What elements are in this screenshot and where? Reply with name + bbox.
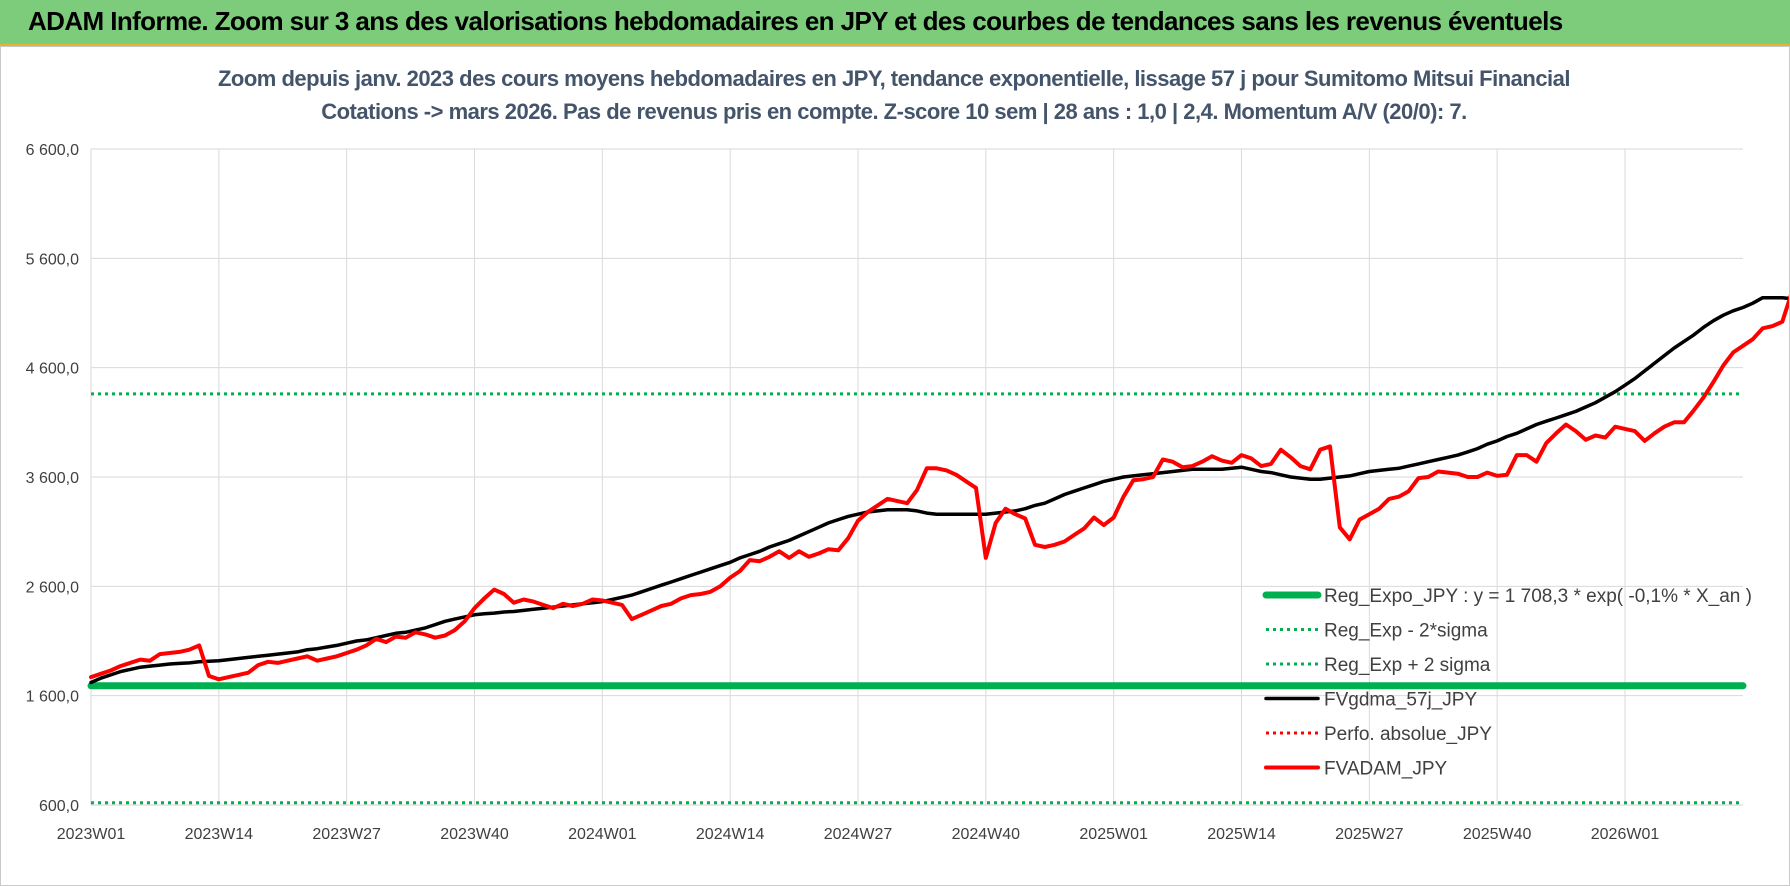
y-tick-label: 6 600,0 xyxy=(26,142,79,159)
chart: Zoom depuis janv. 2023 des cours moyens … xyxy=(26,66,1789,843)
x-tick-label: 2025W40 xyxy=(1463,826,1532,843)
x-tick-label: 2024W01 xyxy=(568,826,637,843)
legend-label-5: FVADAM_JPY xyxy=(1324,759,1448,780)
x-tick-label: 2024W40 xyxy=(952,826,1021,843)
x-axis: 2023W01 2023W14 2023W27 2023W40 2024W01 2024W… xyxy=(57,804,1743,843)
chart-series xyxy=(87,294,1789,805)
legend-label-0: Reg_Expo_JPY : y = 1 708,3 * exp( -0,1% … xyxy=(1324,586,1752,607)
y-tick-label: 4 600,0 xyxy=(26,361,79,378)
x-tick-label: 2025W14 xyxy=(1207,826,1276,843)
x-tick-label: 2025W27 xyxy=(1335,826,1404,843)
x-tick-label: 2025W01 xyxy=(1079,826,1148,843)
chart-subtitle: Cotations -> mars 2026. Pas de revenus p… xyxy=(321,99,1467,124)
y-tick-label: 600,0 xyxy=(39,798,79,815)
y-tick-label: 3 600,0 xyxy=(26,470,79,487)
chart-frame: Zoom depuis janv. 2023 des cours moyens … xyxy=(0,46,1790,886)
chart-grid xyxy=(90,148,1743,806)
series-line-3 xyxy=(89,295,1789,685)
x-tick-label: 2024W14 xyxy=(696,826,765,843)
y-tick-label: 1 600,0 xyxy=(26,689,79,706)
chart-title: Zoom depuis janv. 2023 des cours moyens … xyxy=(218,66,1570,91)
x-tick-label: 2024W27 xyxy=(824,826,893,843)
legend-label-2: Reg_Exp + 2 sigma xyxy=(1324,655,1491,676)
report-title: ADAM Informe. Zoom sur 3 ans des valoris… xyxy=(28,6,1563,36)
chart-legend: Reg_Expo_JPY : y = 1 708,3 * exp( -0,1% … xyxy=(1262,586,1752,780)
legend-label-1: Reg_Exp - 2*sigma xyxy=(1324,621,1488,642)
x-tick-label: 2023W14 xyxy=(185,826,254,843)
y-tick-label: 5 600,0 xyxy=(26,251,79,268)
x-tick-label: 2023W01 xyxy=(57,826,126,843)
legend-label-4: Perfo. absolue_JPY xyxy=(1324,724,1492,745)
x-tick-label: 2023W27 xyxy=(312,826,381,843)
x-tick-label: 2023W40 xyxy=(440,826,509,843)
report-banner: ADAM Informe. Zoom sur 3 ans des valoris… xyxy=(0,0,1790,46)
series-line-5 xyxy=(89,294,1789,682)
legend-label-3: FVgdma_57j_JPY xyxy=(1324,690,1477,711)
y-axis: 600,0 1 600,0 2 600,0 3 600,0 4 600,0 5 600,0… xyxy=(26,142,79,815)
x-tick-label: 2026W01 xyxy=(1591,826,1660,843)
y-tick-label: 2 600,0 xyxy=(26,579,79,596)
